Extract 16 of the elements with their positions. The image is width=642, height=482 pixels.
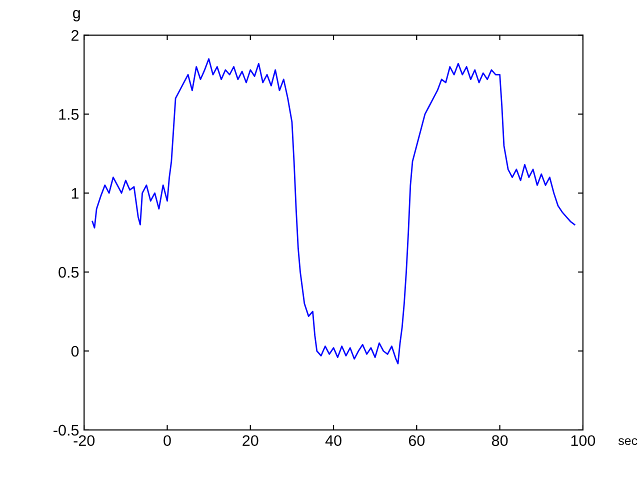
y-tick-label: -0.5 (54, 424, 79, 436)
y-tick-label: 1 (72, 188, 78, 199)
y-tick-label: 1.5 (59, 109, 79, 120)
x-axis-title: sec (618, 438, 638, 446)
x-tick-label: 0 (164, 435, 171, 446)
x-tick-label: 60 (408, 435, 425, 446)
y-tick-label: 2 (72, 30, 78, 41)
x-tick-label: 40 (325, 435, 342, 446)
y-axis-title: g (73, 10, 80, 22)
line-series (92, 58, 576, 364)
y-tick-label: 0.5 (58, 266, 79, 278)
x-tick-label: -20 (74, 435, 95, 446)
y-tick-label: 0 (71, 346, 79, 357)
x-tick-label: 80 (492, 435, 508, 446)
x-tick-label: 20 (242, 435, 258, 446)
x-tick-label: 100 (571, 435, 596, 446)
